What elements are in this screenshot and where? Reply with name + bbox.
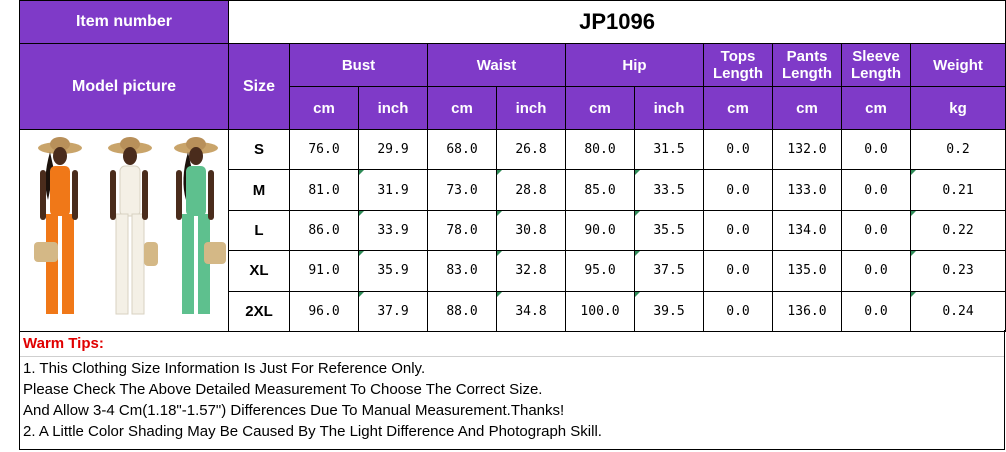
pants-length-header: Pants Length [772,43,842,87]
item-number-label: Item number [19,0,229,44]
unit-cell: cm [841,86,911,130]
value-cell: 81.0 [289,169,359,211]
hip-header: Hip [565,43,704,87]
unit-cell: cm [772,86,842,130]
value-cell: 85.0 [565,169,635,211]
value-cell: 136.0 [772,290,842,333]
size-chart: Item number JP1096 Model picture Size Bu… [19,0,1006,450]
tip-line: And Allow 3-4 Cm(1.18"-1.57") Difference… [23,402,565,419]
value-cell: 135.0 [772,250,842,292]
value-cell: 83.0 [427,250,497,292]
table-row: XL 91.0 35.9 83.0 32.8 95.0 37.5 0.0 135… [20,250,1006,292]
models-image [34,137,226,315]
value-cell: 31.5 [634,128,704,171]
unit-cell: cm [289,86,359,130]
unit-cell: cm [427,86,497,130]
value-cell: 35.5 [634,209,704,252]
tips-divider [20,356,1004,357]
value-cell: 32.8 [496,250,566,292]
value-cell: 68.0 [427,128,497,171]
size-table: Item number JP1096 Model picture Size Bu… [19,0,1006,333]
unit-cell: inch [496,86,566,130]
value-cell: 0.2 [909,128,1006,171]
value-cell: 33.5 [634,169,704,211]
value-cell: 34.8 [496,290,566,333]
value-cell: 132.0 [772,128,842,171]
table-row: S 76.0 29.9 68.0 26.8 80.0 31.5 0.0 132.… [19,128,1006,332]
value-cell: 39.5 [634,290,704,333]
tops-length-header: Tops Length [703,43,773,87]
size-cell: L [228,209,290,252]
value-cell: 30.8 [496,209,566,252]
value-cell: 0.21 [909,169,1006,211]
model-picture [19,129,229,332]
value-cell: 31.9 [358,169,428,211]
value-cell: 96.0 [289,290,359,333]
unit-cell: inch [634,86,704,130]
unit-cell: inch [358,86,428,130]
value-cell: 88.0 [427,290,497,333]
model-green [174,137,226,314]
size-cell: S [228,128,290,171]
model-picture-label: Model picture [19,43,229,130]
unit-cell: kg [909,86,1006,130]
value-cell: 100.0 [565,290,635,333]
unit-cell: cm [703,86,773,130]
value-cell: 0.0 [703,169,773,211]
value-cell: 37.5 [634,250,704,292]
value-cell: 0.0 [841,209,911,252]
item-number-value: JP1096 [227,0,1006,44]
value-cell: 28.8 [496,169,566,211]
tip-line: 1. This Clothing Size Information Is Jus… [23,360,426,377]
value-cell: 35.9 [358,250,428,292]
value-cell: 73.0 [427,169,497,211]
value-cell: 0.0 [703,209,773,252]
weight-header: Weight [909,43,1006,87]
size-cell: XL [228,250,290,292]
value-cell: 0.0 [703,128,773,171]
value-cell: 0.23 [909,250,1006,292]
value-cell: 26.8 [496,128,566,171]
value-cell: 0.0 [703,290,773,333]
table-row: L 86.0 33.9 78.0 30.8 90.0 35.5 0.0 134.… [20,209,1006,252]
value-cell: 95.0 [565,250,635,292]
unit-cell: cm [565,86,635,130]
value-cell: 0.0 [703,250,773,292]
size-cell: 2XL [228,290,290,333]
waist-header: Waist [427,43,566,87]
warm-tips-box: Warm Tips: 1. This Clothing Size Informa… [19,330,1005,450]
value-cell: 78.0 [427,209,497,252]
value-cell: 90.0 [565,209,635,252]
size-label: Size [228,43,290,130]
bust-header: Bust [289,43,428,87]
value-cell: 134.0 [772,209,842,252]
table-row: 2XL 96.0 37.9 88.0 34.8 100.0 39.5 0.0 1… [20,290,1006,333]
sleeve-length-header: Sleeve Length [841,43,911,87]
value-cell: 76.0 [289,128,359,171]
value-cell: 0.0 [841,169,911,211]
size-cell: M [228,169,290,211]
value-cell: 80.0 [565,128,635,171]
model-white [108,137,158,315]
value-cell: 91.0 [289,250,359,292]
value-cell: 86.0 [289,209,359,252]
value-cell: 0.22 [909,209,1006,252]
value-cell: 133.0 [772,169,842,211]
value-cell: 0.0 [841,128,911,171]
value-cell: 0.0 [841,250,911,292]
value-cell: 37.9 [358,290,428,333]
value-cell: 33.9 [358,209,428,252]
value-cell: 0.0 [841,290,911,333]
model-orange [34,137,82,314]
warm-tips-title: Warm Tips: [23,335,104,352]
tip-line: Please Check The Above Detailed Measurem… [23,381,543,398]
tip-line: 2. A Little Color Shading May Be Caused … [23,423,602,440]
value-cell: 0.24 [909,290,1006,333]
value-cell: 29.9 [358,128,428,171]
